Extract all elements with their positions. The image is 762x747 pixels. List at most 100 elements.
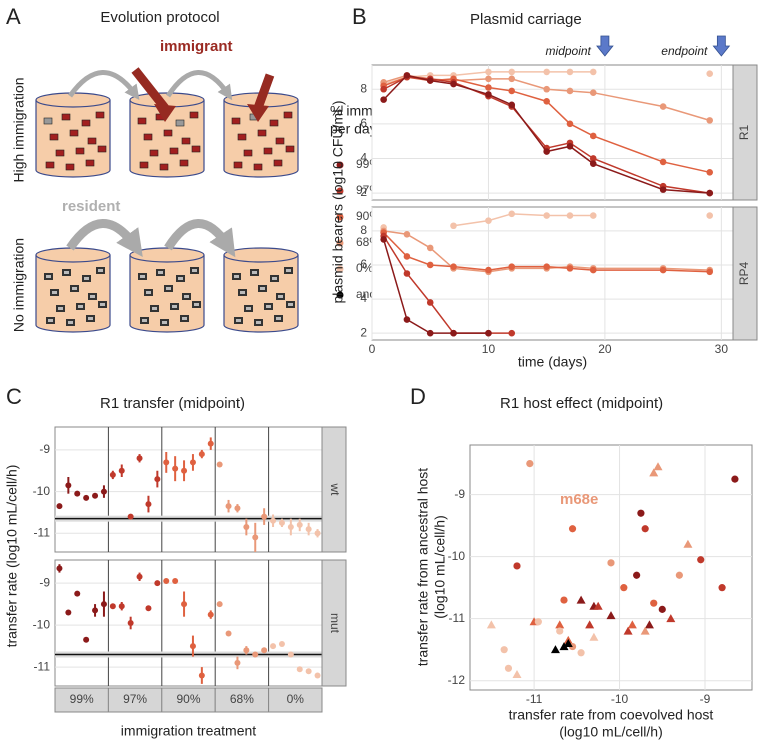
immigrant-arrow-head xyxy=(154,104,176,122)
cell xyxy=(181,137,191,145)
y-tick-label: -10 xyxy=(448,549,466,563)
cell-inner xyxy=(152,307,157,310)
data-point xyxy=(508,210,516,218)
data-point xyxy=(296,666,303,673)
data-point xyxy=(659,266,667,274)
data-point xyxy=(500,646,508,654)
x-tick-label: -10 xyxy=(611,692,629,706)
data-point xyxy=(706,70,714,77)
data-point xyxy=(403,270,411,277)
data-point xyxy=(508,263,516,270)
data-point xyxy=(252,534,259,541)
annotation-arrow xyxy=(712,35,731,57)
cell-inner xyxy=(172,305,177,308)
data-point xyxy=(189,643,196,650)
y-tick-label: 4 xyxy=(360,291,367,305)
data-point xyxy=(485,75,492,83)
data-point xyxy=(589,68,597,76)
data-point xyxy=(216,601,223,608)
immigrant-arrow xyxy=(253,73,275,110)
annotation: endpoint xyxy=(661,44,708,58)
data-point xyxy=(589,212,597,219)
data-point xyxy=(450,329,457,337)
data-point xyxy=(136,455,143,462)
cell xyxy=(283,111,293,119)
data-point xyxy=(543,263,550,270)
cylinder-top xyxy=(35,247,111,263)
data-point xyxy=(649,468,659,477)
data-point xyxy=(163,459,170,466)
cell-inner xyxy=(276,317,281,320)
facet-strip xyxy=(732,206,758,341)
data-point xyxy=(83,494,90,501)
data-point xyxy=(589,155,597,162)
group-label: 68% xyxy=(230,692,254,706)
legend-swatch xyxy=(336,213,344,221)
data-point xyxy=(450,80,457,88)
data-point xyxy=(485,84,492,91)
data-point xyxy=(127,620,134,626)
data-point xyxy=(508,87,516,95)
data-point xyxy=(633,571,641,579)
cell xyxy=(159,163,169,171)
y-tick-label: 2 xyxy=(360,185,367,199)
data-point xyxy=(683,539,693,548)
cell-inner xyxy=(260,287,265,290)
data-point xyxy=(314,672,321,679)
data-point xyxy=(181,601,188,608)
cylinder xyxy=(223,100,299,178)
data-point xyxy=(589,132,597,140)
data-point xyxy=(261,513,268,520)
data-point xyxy=(234,505,241,512)
row-label: High immigration xyxy=(11,77,27,182)
data-point xyxy=(163,578,170,584)
data-point xyxy=(252,651,259,658)
data-point xyxy=(555,620,565,629)
data-point xyxy=(154,476,161,483)
panel-letter: D xyxy=(410,384,426,409)
facet-strip xyxy=(732,64,758,201)
data-point xyxy=(109,603,116,610)
data-point xyxy=(550,645,560,654)
group-label: 99% xyxy=(70,692,94,706)
data-point xyxy=(697,556,705,564)
cell xyxy=(139,161,149,169)
cell-inner xyxy=(166,287,171,290)
data-point xyxy=(589,89,597,96)
cell-inner xyxy=(266,305,271,308)
y-tick-label: -11 xyxy=(34,659,51,673)
data-point xyxy=(559,642,569,651)
cell-inner xyxy=(240,291,245,294)
data-point xyxy=(65,609,72,616)
cell xyxy=(85,159,95,167)
cylinder xyxy=(35,255,111,333)
data-point xyxy=(637,509,645,517)
cell-inner xyxy=(100,303,105,306)
y-tick-label: 6 xyxy=(360,116,367,130)
y-axis-label: transfer rate (log10 mL/cell/h) xyxy=(4,465,20,648)
legend-swatch xyxy=(336,291,344,299)
y-tick-label: -10 xyxy=(33,617,51,631)
cell xyxy=(175,119,185,127)
cell xyxy=(95,111,105,119)
y-tick-label: -10 xyxy=(33,484,51,498)
data-point xyxy=(508,75,516,83)
cell-inner xyxy=(184,295,189,298)
data-point xyxy=(278,641,285,647)
x-axis-label: transfer rate from coevolved host xyxy=(509,707,714,723)
data-point xyxy=(606,611,616,620)
y-tick-label: 8 xyxy=(360,81,367,95)
cylinder-top xyxy=(129,247,205,263)
data-point xyxy=(65,482,72,489)
cell-inner xyxy=(256,321,261,324)
y-tick-label: 2 xyxy=(360,325,367,339)
cell xyxy=(43,117,53,125)
data-point xyxy=(566,143,574,150)
data-point xyxy=(485,266,492,274)
data-point xyxy=(485,329,492,337)
panel-title: Plasmid carriage xyxy=(470,11,582,28)
data-point xyxy=(513,562,521,570)
data-point xyxy=(287,651,294,658)
data-point xyxy=(607,559,615,567)
data-point xyxy=(100,488,107,495)
